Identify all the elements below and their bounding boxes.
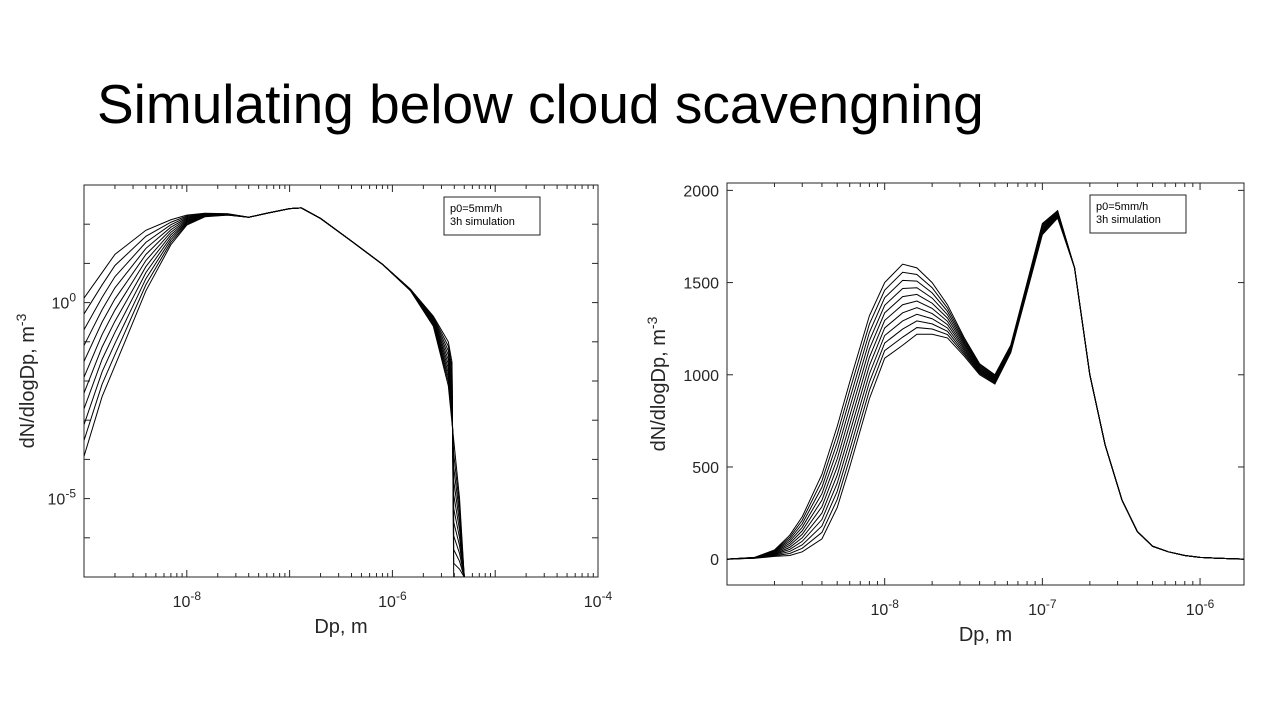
left-series-group [84,207,465,577]
right-y-tick-label-4: 1500 [683,276,719,293]
left-legend-line-2: 3h simulation [450,216,515,228]
left-y-tick-label-2: 10-5 [48,487,77,509]
right-plot-frame [726,182,1245,586]
left-x-axis-label: Dp, m [314,616,367,638]
right-series-group [727,209,1244,560]
left-legend-line-1: p0=5mm/h [450,203,502,215]
right-y-tick-label-5: 2000 [683,183,719,200]
right-y-tick-label-3: 1000 [683,368,719,385]
right-x-tick-label-2: 10-7 [1028,597,1057,619]
right-tick-marks [726,183,1244,585]
right-legend: p0=5mm/h3h simulation [1089,194,1187,234]
left-x-tick-label-2: 10-6 [378,589,407,611]
slide-title: Simulating below cloud scavengning [97,73,984,135]
right-x-tick-label-1: 10-8 [870,597,899,619]
left-y-axis-label: dN/dlogDp, m-3 [13,313,39,448]
left-tick-marks [83,184,599,578]
left-x-tick-label-3: 10-4 [584,589,613,611]
left-x-tick-label-1: 10-8 [173,589,202,611]
left-legend: p0=5mm/h3h simulation [443,196,541,236]
right-legend-line-1: p0=5mm/h [1096,201,1148,213]
right-y-tick-label-2: 500 [692,460,719,477]
right-x-axis-label: Dp, m [959,624,1012,646]
right-y-axis-label: dN/dlogDp, m-3 [644,316,670,451]
right-legend-line-2: 3h simulation [1096,214,1161,226]
right-series-line-11 [727,217,1244,560]
left-series-line-11 [84,207,465,577]
left-y-tick-label-1: 100 [52,291,77,313]
right-x-tick-label-3: 10-6 [1186,597,1215,619]
left-plot-frame [83,184,599,578]
right-y-tick-label-1: 0 [710,552,719,569]
